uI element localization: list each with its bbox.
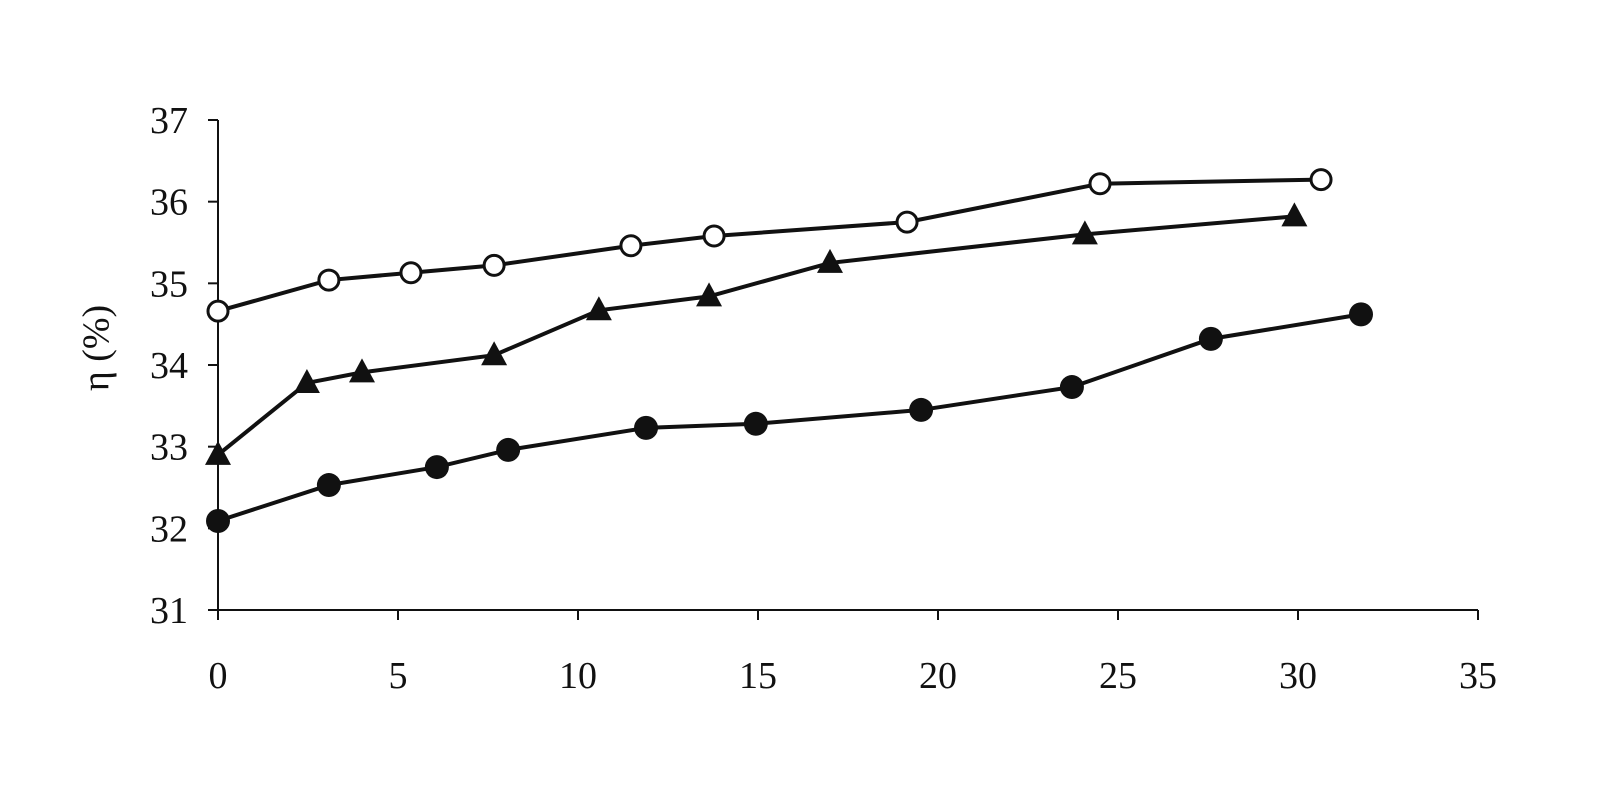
data-point bbox=[1071, 220, 1098, 245]
data-point bbox=[206, 299, 230, 323]
series-line bbox=[217, 312, 1362, 523]
x-tick-label: 5 bbox=[389, 655, 408, 697]
series-line bbox=[217, 177, 1322, 314]
data-point bbox=[482, 253, 506, 277]
y-tick-label: 35 bbox=[150, 263, 188, 305]
y-tick-label: 33 bbox=[150, 427, 188, 469]
y-tick-label: 36 bbox=[150, 182, 188, 224]
data-point bbox=[1198, 326, 1223, 351]
data-point bbox=[293, 368, 320, 393]
y-tick-label: 31 bbox=[150, 590, 188, 632]
data-point bbox=[205, 440, 231, 465]
data-point bbox=[1309, 168, 1333, 192]
data-point bbox=[1088, 172, 1112, 196]
data-point bbox=[909, 397, 934, 422]
x-tick-label: 0 bbox=[209, 655, 228, 697]
x-tick-label: 30 bbox=[1279, 655, 1317, 697]
y-tick-label: 37 bbox=[150, 100, 188, 142]
data-point bbox=[1349, 302, 1373, 327]
data-point bbox=[481, 341, 508, 366]
data-point bbox=[895, 210, 919, 234]
y-tick-label: 34 bbox=[150, 345, 188, 387]
data-point bbox=[634, 415, 659, 440]
y-axis-label: η (%) bbox=[76, 305, 118, 391]
x-tick-label: 15 bbox=[739, 655, 777, 697]
data-point bbox=[496, 437, 521, 462]
x-tick-label: 25 bbox=[1099, 655, 1137, 697]
data-point bbox=[702, 224, 726, 248]
data-point bbox=[317, 268, 341, 292]
data-point bbox=[696, 282, 723, 307]
data-point bbox=[585, 296, 612, 321]
data-point bbox=[399, 261, 423, 285]
y-tick-label: 32 bbox=[150, 508, 188, 550]
data-point bbox=[206, 508, 230, 533]
data-point bbox=[743, 411, 768, 436]
data-point bbox=[1281, 202, 1308, 227]
data-point bbox=[619, 234, 643, 258]
data-point bbox=[1059, 375, 1084, 400]
data-point bbox=[349, 358, 375, 383]
data-point bbox=[316, 473, 341, 498]
x-tick-label: 20 bbox=[919, 655, 957, 697]
x-tick-label: 35 bbox=[1459, 655, 1497, 697]
data-point bbox=[817, 248, 843, 273]
x-tick-label: 10 bbox=[559, 655, 597, 697]
data-point bbox=[424, 455, 449, 480]
